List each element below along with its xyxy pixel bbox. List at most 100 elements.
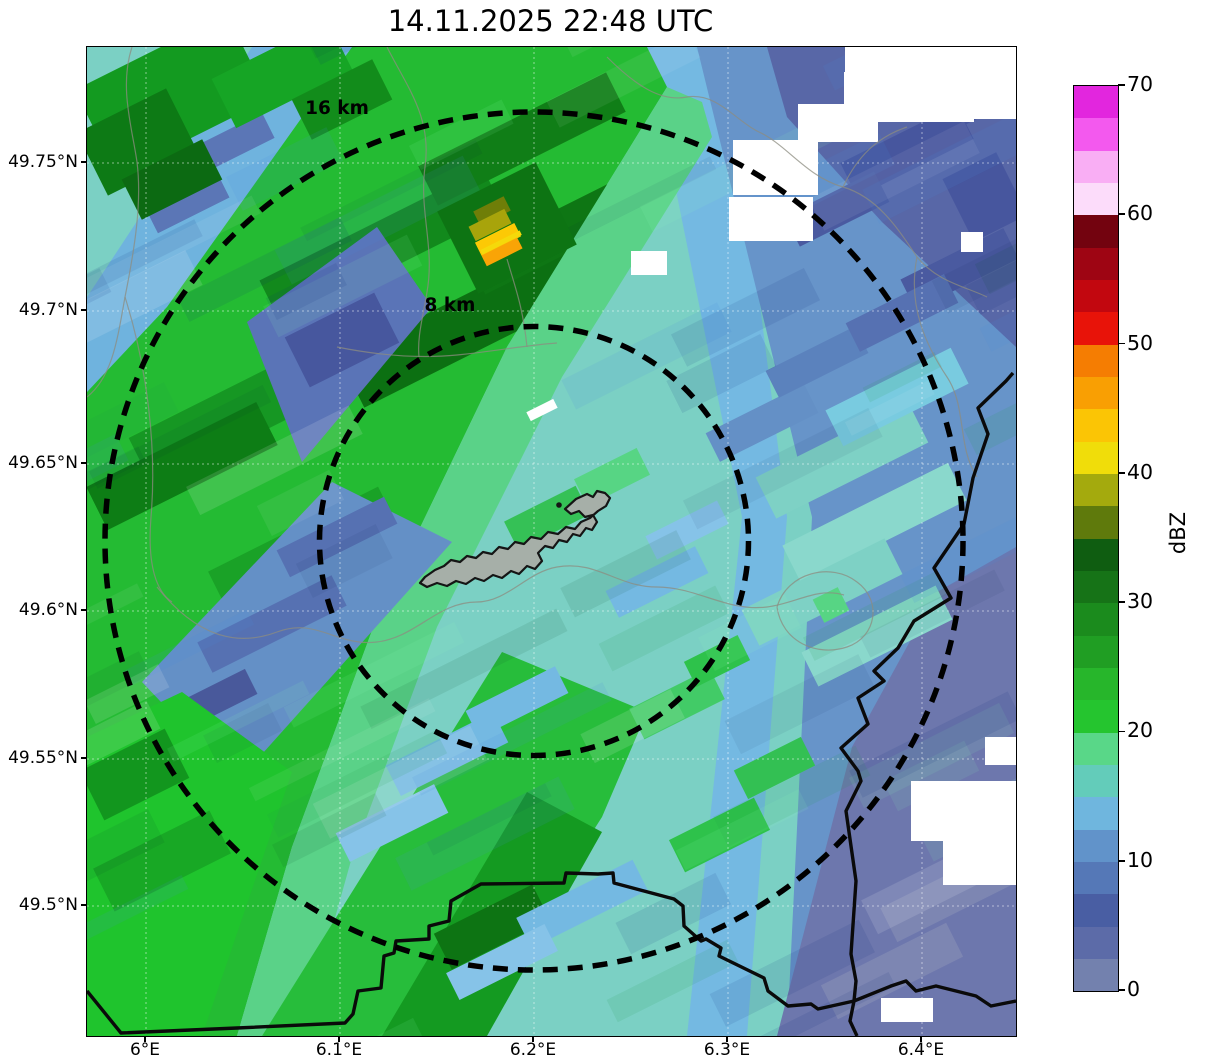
y-tick-label: 49.6°N (18, 600, 78, 620)
colorbar-segment (1074, 894, 1118, 927)
hail-core-cell (473, 196, 511, 226)
reflectivity-zone (87, 88, 198, 196)
colorbar-segment (1074, 247, 1118, 280)
colorbar-tick-mark (1118, 84, 1125, 86)
road-river-line (842, 126, 908, 188)
x-tick-mark (338, 1036, 340, 1042)
reflectivity-zone (683, 635, 751, 687)
reflectivity-zone (812, 587, 850, 623)
colorbar-segment (1074, 764, 1118, 798)
colorbar-segment (1074, 797, 1118, 830)
reflectivity-zone (121, 139, 223, 220)
reflectivity-zone (446, 923, 558, 1001)
colorbar-segment (1074, 441, 1118, 474)
no-echo-patch (526, 398, 558, 422)
reflectivity-zone (645, 500, 729, 560)
range-ring-label: 8 km (425, 295, 476, 316)
y-tick-mark (81, 904, 86, 906)
reflectivity-zone (291, 59, 393, 140)
x-tick-label: 6.3°E (703, 1040, 751, 1060)
reflectivity-zone (777, 547, 1016, 1036)
y-tick-mark (81, 609, 86, 611)
y-tick-label: 49.7°N (18, 300, 78, 320)
no-echo-patch (911, 781, 1016, 841)
reflectivity-zone (418, 72, 626, 206)
colorbar-segment (1074, 118, 1118, 151)
colorbar-segment (1074, 344, 1118, 377)
y-tick-mark (81, 309, 86, 311)
reflectivity-zone (284, 292, 400, 388)
hail-core-cell (481, 237, 523, 267)
colorbar-tick-mark (1118, 730, 1125, 733)
colorbar-segment (1074, 279, 1118, 313)
x-tick-label: 6.4°E (897, 1040, 945, 1060)
road-river-line (776, 571, 874, 651)
reflectivity-zone (276, 496, 398, 578)
reflectivity-zone (465, 666, 569, 738)
reflectivity-zone (845, 274, 959, 352)
colorbar-segment (1074, 603, 1118, 636)
y-tick-mark (81, 462, 86, 464)
reflectivity-zone (668, 797, 771, 873)
colorbar-segment (1074, 570, 1118, 604)
road-river-line (124, 296, 173, 603)
colorbar-tick-label: 40 (1127, 459, 1154, 484)
road-river-line (606, 56, 988, 298)
colorbar-unit-label: dBZ (1166, 511, 1190, 555)
x-tick-label: 6°E (129, 1040, 161, 1060)
reflectivity-zone (801, 585, 953, 687)
x-tick-mark (532, 1036, 534, 1042)
colorbar-tick-mark (1118, 472, 1125, 474)
x-tick-label: 6.2°E (509, 1040, 557, 1060)
reflectivity-zone (573, 447, 651, 507)
reflectivity-zone (733, 736, 816, 800)
no-echo-patch (631, 251, 667, 275)
colorbar (1073, 85, 1119, 992)
city-marker (556, 502, 562, 508)
reflectivity-zone (942, 152, 1016, 242)
colorbar-segment (1074, 538, 1118, 571)
country-border (853, 979, 1016, 1008)
x-tick-label: 6.1°E (315, 1040, 363, 1060)
y-tick-mark (81, 161, 86, 163)
colorbar-tick-label: 60 (1127, 201, 1154, 226)
y-tick-mark (81, 757, 86, 759)
no-echo-patch (798, 104, 878, 142)
colorbar-segment (1074, 312, 1118, 345)
reflectivity-zone (741, 538, 903, 646)
range-ring (316, 323, 752, 759)
reflectivity-zone (211, 47, 353, 129)
colorbar-segment (1074, 926, 1118, 959)
colorbar-segment (1074, 150, 1118, 183)
road-river-line (506, 258, 528, 348)
range-ring (102, 109, 966, 973)
colorbar-segment (1074, 215, 1118, 248)
reflectivity-zone (237, 87, 712, 1036)
hail-core-cell (468, 208, 512, 242)
no-echo-patch (961, 232, 983, 252)
colorbar-segment (1074, 86, 1118, 119)
colorbar-tick-label: 10 (1127, 847, 1154, 872)
reflectivity-zone (705, 384, 819, 462)
road-river-line (336, 342, 558, 358)
reflectivity-zone (93, 810, 231, 912)
radar-map-canvas: 8 km 16 km (87, 47, 1016, 1036)
colorbar-tick-mark (1118, 859, 1125, 862)
colorbar-tick-label: 50 (1127, 330, 1154, 355)
reflectivity-zone (339, 232, 615, 408)
colorbar-segment (1074, 376, 1118, 410)
country-border (839, 371, 1015, 1036)
road-river-line (386, 47, 430, 358)
road-river-line (156, 565, 845, 644)
colorbar-segment (1074, 667, 1118, 701)
colorbar-segment (1074, 473, 1118, 507)
colorbar-tick-mark (1118, 989, 1125, 991)
country-border (87, 871, 855, 1035)
colorbar-segment (1074, 182, 1118, 216)
x-tick-mark (920, 1036, 922, 1042)
no-echo-patch (943, 837, 1016, 885)
hail-core-cell (480, 230, 522, 255)
reflectivity-zone (782, 462, 967, 584)
y-tick-label: 49.65°N (8, 453, 78, 473)
